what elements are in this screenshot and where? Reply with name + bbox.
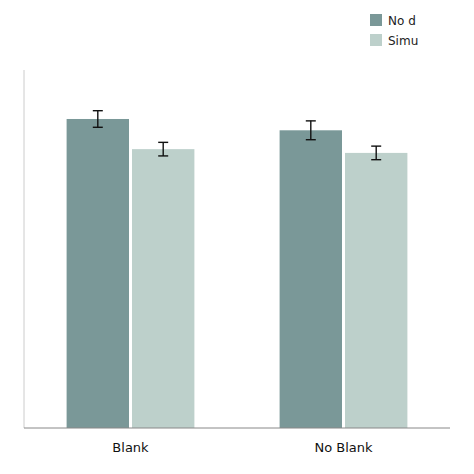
legend-swatch	[370, 34, 382, 46]
error-bar	[158, 142, 168, 156]
legend-label: No d	[388, 14, 416, 28]
marks	[67, 111, 408, 428]
error-bar	[371, 146, 381, 160]
error-cap	[158, 155, 168, 156]
error-line	[162, 142, 163, 156]
bar	[280, 130, 342, 428]
error-cap	[371, 159, 381, 160]
error-cap	[306, 139, 316, 140]
bar	[345, 153, 407, 428]
error-cap	[306, 120, 316, 121]
error-line	[376, 146, 377, 160]
error-line	[97, 111, 98, 128]
error-cap	[93, 110, 103, 111]
x-axis-line	[24, 428, 450, 429]
chart-svg: Blank No Blank No d Simu	[0, 0, 474, 474]
bar	[67, 119, 129, 428]
error-cap	[93, 127, 103, 128]
error-cap	[158, 142, 168, 143]
x-tick-label: No Blank	[314, 440, 373, 455]
error-bar	[306, 121, 316, 140]
error-cap	[371, 145, 381, 146]
legend-label: Simu	[388, 34, 418, 48]
y-axis-line	[24, 70, 25, 428]
legend: No d Simu	[370, 14, 418, 48]
error-bar	[93, 111, 103, 128]
chart-container: Blank No Blank No d Simu	[0, 0, 474, 474]
bar	[132, 149, 194, 428]
legend-swatch	[370, 14, 382, 26]
error-line	[310, 121, 311, 140]
x-tick-label: Blank	[112, 440, 149, 455]
